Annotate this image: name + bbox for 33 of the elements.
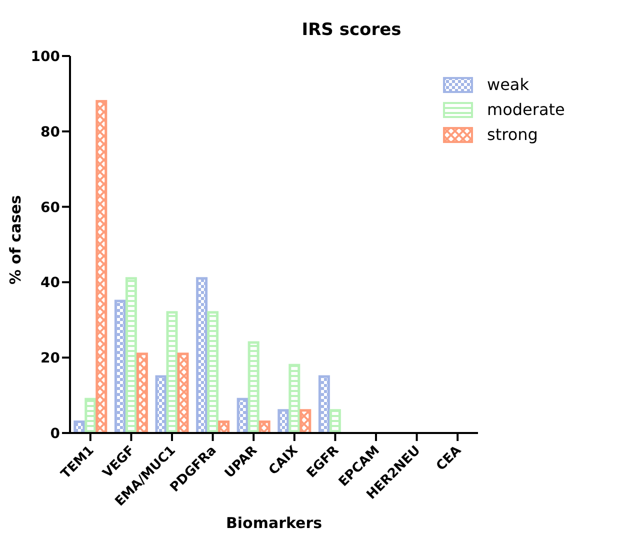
bar	[288, 364, 300, 433]
bar	[248, 341, 260, 433]
legend-label: strong	[487, 125, 538, 144]
bar	[114, 300, 126, 433]
y-tick-label: 20	[40, 350, 60, 367]
bar	[136, 352, 148, 433]
bar	[300, 409, 312, 433]
bar	[84, 398, 96, 433]
bar	[74, 420, 86, 433]
legend-label: moderate	[487, 100, 565, 119]
bar	[177, 352, 189, 433]
y-tick-label: 60	[40, 200, 60, 216]
bar	[329, 409, 341, 433]
y-tick-label: 0	[50, 426, 60, 442]
chart-title: IRS scores	[300, 20, 402, 40]
x-axis-title: Biomarkers	[226, 514, 322, 532]
bar	[207, 311, 219, 433]
x-tick-label: CEA	[434, 443, 464, 474]
bar	[166, 311, 178, 433]
y-tick-label: 100	[30, 48, 60, 65]
bar	[125, 277, 137, 433]
bar	[258, 420, 270, 433]
legend-label: weak	[487, 75, 529, 94]
bar	[318, 375, 330, 433]
bar	[278, 409, 290, 433]
y-tick-label: 80	[40, 124, 60, 140]
bar	[96, 100, 108, 433]
y-axis-title: % of cases	[6, 195, 24, 284]
bar	[155, 375, 167, 433]
y-tick-label: 40	[40, 275, 60, 292]
bar	[236, 398, 248, 433]
bar	[218, 420, 230, 433]
bar	[196, 277, 208, 433]
